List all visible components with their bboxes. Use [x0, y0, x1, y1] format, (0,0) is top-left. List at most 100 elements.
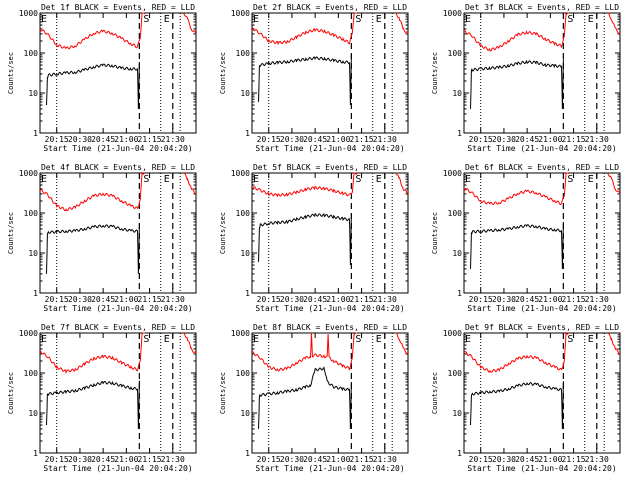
y-tick-label: 100	[24, 369, 39, 378]
y-tick-label: 1000	[443, 169, 462, 178]
x-tick-label: 21:15	[350, 455, 374, 464]
end-marker: E	[164, 14, 170, 25]
x-tick-label: 21:15	[350, 135, 374, 144]
plot-frame	[39, 172, 197, 294]
x-axis-label: Start Time (21-Jun-04 20:04:20)	[467, 464, 616, 473]
x-tick-label: 21:30	[585, 455, 609, 464]
y-tick-label: 10	[240, 89, 250, 98]
x-tick-label: 20:15	[45, 295, 69, 304]
y-tick-label: 10	[240, 249, 250, 258]
start-marker: S	[143, 14, 149, 25]
x-tick-label: 21:30	[161, 295, 185, 304]
x-tick-label: 21:15	[562, 135, 586, 144]
end-marker: E	[164, 334, 170, 345]
x-tick-label: 21:00	[538, 295, 562, 304]
x-tick-label: 20:30	[492, 455, 516, 464]
y-axis-label: Counts/sec	[7, 212, 15, 254]
lld-series-line	[183, 172, 197, 196]
y-tick-label: 1000	[231, 9, 250, 18]
end-marker: E	[164, 174, 170, 185]
x-tick-label: 21:30	[585, 295, 609, 304]
y-tick-label: 1000	[231, 329, 250, 338]
y-tick-label: 100	[236, 369, 251, 378]
panel-title: Det 3f BLACK = Events, RED = LLD	[465, 3, 619, 12]
x-tick-label: 21:30	[373, 135, 397, 144]
x-tick-label: 21:00	[114, 295, 138, 304]
y-tick-label: 1000	[231, 169, 250, 178]
y-tick-label: 1000	[19, 329, 38, 338]
x-tick-label: 20:30	[68, 135, 92, 144]
y-axis-label: Counts/sec	[431, 52, 439, 94]
x-tick-label: 21:30	[585, 135, 609, 144]
x-axis-label: Start Time (21-Jun-04 20:04:20)	[43, 144, 192, 153]
x-tick-label: 20:45	[303, 455, 327, 464]
x-tick-label: 20:30	[68, 295, 92, 304]
y-tick-label: 1	[33, 129, 38, 138]
lld-series-line	[39, 12, 146, 50]
end-marker: E	[465, 334, 471, 345]
x-tick-label: 20:30	[280, 295, 304, 304]
plot-frame	[251, 172, 409, 294]
lld-series-line	[607, 173, 621, 195]
events-series-line	[46, 223, 140, 274]
y-tick-label: 1	[457, 449, 462, 458]
x-tick-label: 21:30	[161, 135, 185, 144]
x-tick-label: 21:00	[114, 135, 138, 144]
end-marker: E	[253, 334, 259, 345]
end-marker: E	[253, 14, 259, 25]
lld-series-line	[183, 13, 197, 35]
plot-frame	[463, 12, 621, 134]
events-series-line	[46, 61, 140, 109]
y-tick-label: 1000	[443, 329, 462, 338]
x-tick-label: 21:15	[350, 295, 374, 304]
events-series-line	[470, 381, 564, 429]
start-marker: S	[143, 334, 149, 345]
y-axis-label: Counts/sec	[7, 372, 15, 414]
start-marker: S	[567, 174, 573, 185]
end-marker: E	[588, 174, 594, 185]
x-tick-label: 20:30	[68, 455, 92, 464]
y-axis-label: Counts/sec	[431, 372, 439, 414]
x-tick-label: 21:30	[373, 455, 397, 464]
x-tick-label: 20:15	[257, 295, 281, 304]
panel: Det 3f BLACK = Events, RED = LLD 1 10 100 10…	[431, 3, 621, 153]
y-tick-label: 1	[245, 129, 250, 138]
end-marker: E	[41, 174, 47, 185]
lld-series-line	[251, 12, 357, 46]
start-marker: S	[567, 14, 573, 25]
y-tick-label: 1000	[19, 9, 38, 18]
panel-title: Det 5f BLACK = Events, RED = LLD	[253, 163, 407, 172]
x-tick-label: 21:00	[326, 135, 350, 144]
events-series-line	[258, 54, 352, 106]
x-tick-label: 20:15	[469, 135, 493, 144]
x-axis-label: Start Time (21-Jun-04 20:04:20)	[255, 144, 404, 153]
y-tick-label: 10	[452, 409, 462, 418]
x-tick-label: 20:45	[303, 295, 327, 304]
lld-series-line	[463, 172, 570, 206]
x-tick-label: 20:15	[469, 295, 493, 304]
x-tick-label: 20:45	[515, 135, 539, 144]
y-tick-label: 10	[28, 89, 38, 98]
x-axis-label: Start Time (21-Jun-04 20:04:20)	[255, 304, 404, 313]
y-tick-label: 1	[457, 289, 462, 298]
y-tick-label: 10	[28, 409, 38, 418]
panel-title: Det 4f BLACK = Events, RED = LLD	[41, 163, 195, 172]
lld-series-line	[607, 12, 621, 35]
panel-title: Det 9f BLACK = Events, RED = LLD	[465, 323, 619, 332]
y-axis-label: Counts/sec	[7, 52, 15, 94]
end-marker: E	[376, 14, 382, 25]
events-series-line	[258, 212, 352, 266]
panel-title: Det 6f BLACK = Events, RED = LLD	[465, 163, 619, 172]
lld-series-line	[463, 12, 569, 52]
x-axis-label: Start Time (21-Jun-04 20:04:20)	[43, 464, 192, 473]
end-marker: E	[588, 334, 594, 345]
end-marker: E	[41, 334, 47, 345]
lld-series-line	[395, 173, 409, 195]
lld-series-line	[39, 171, 146, 212]
y-tick-label: 100	[448, 209, 463, 218]
y-tick-label: 100	[236, 209, 251, 218]
x-tick-label: 21:00	[326, 455, 350, 464]
y-tick-label: 100	[448, 49, 463, 58]
panel-title: Det 2f BLACK = Events, RED = LLD	[253, 3, 407, 12]
